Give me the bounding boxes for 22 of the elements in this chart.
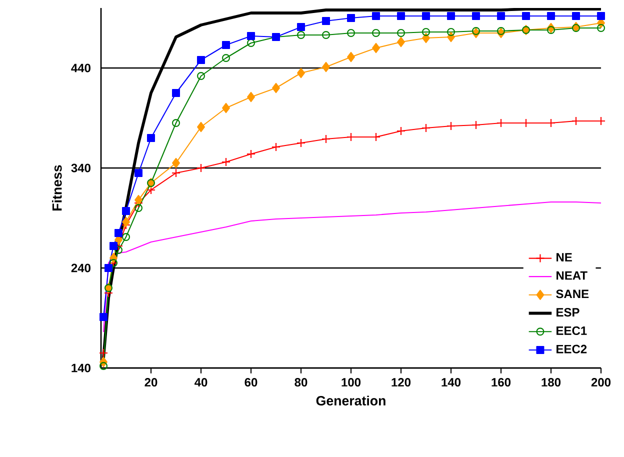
x-tick-label: 20 (144, 378, 158, 387)
x-tick-label: 160 (492, 378, 511, 387)
y-tick-label: 340 (71, 164, 90, 172)
x-tick-label: 120 (392, 378, 411, 387)
x-axis-title: Generation (316, 396, 386, 406)
y-tick-label: 140 (72, 364, 90, 372)
x-tick-label: 40 (194, 378, 208, 387)
x-tick-label: 80 (294, 378, 308, 387)
x-tick-label: 140 (442, 378, 461, 387)
legend-label: EEC2 (556, 344, 587, 354)
x-tick-label: 180 (542, 378, 561, 387)
legend-label: SANE (556, 290, 589, 298)
legend-label: ESP (556, 308, 580, 317)
x-tick-label: 200 (591, 378, 611, 387)
legend-label: NE (556, 253, 572, 262)
y-axis-title: Fitness (52, 165, 62, 210)
y-tick-label: 440 (71, 64, 90, 72)
legend-label: EEC1 (556, 326, 587, 335)
x-tick-label: 100 (342, 378, 361, 387)
y-tick-label: 240 (71, 264, 90, 272)
legend-label: NEAT (556, 271, 588, 280)
x-tick-label: 60 (244, 378, 258, 387)
